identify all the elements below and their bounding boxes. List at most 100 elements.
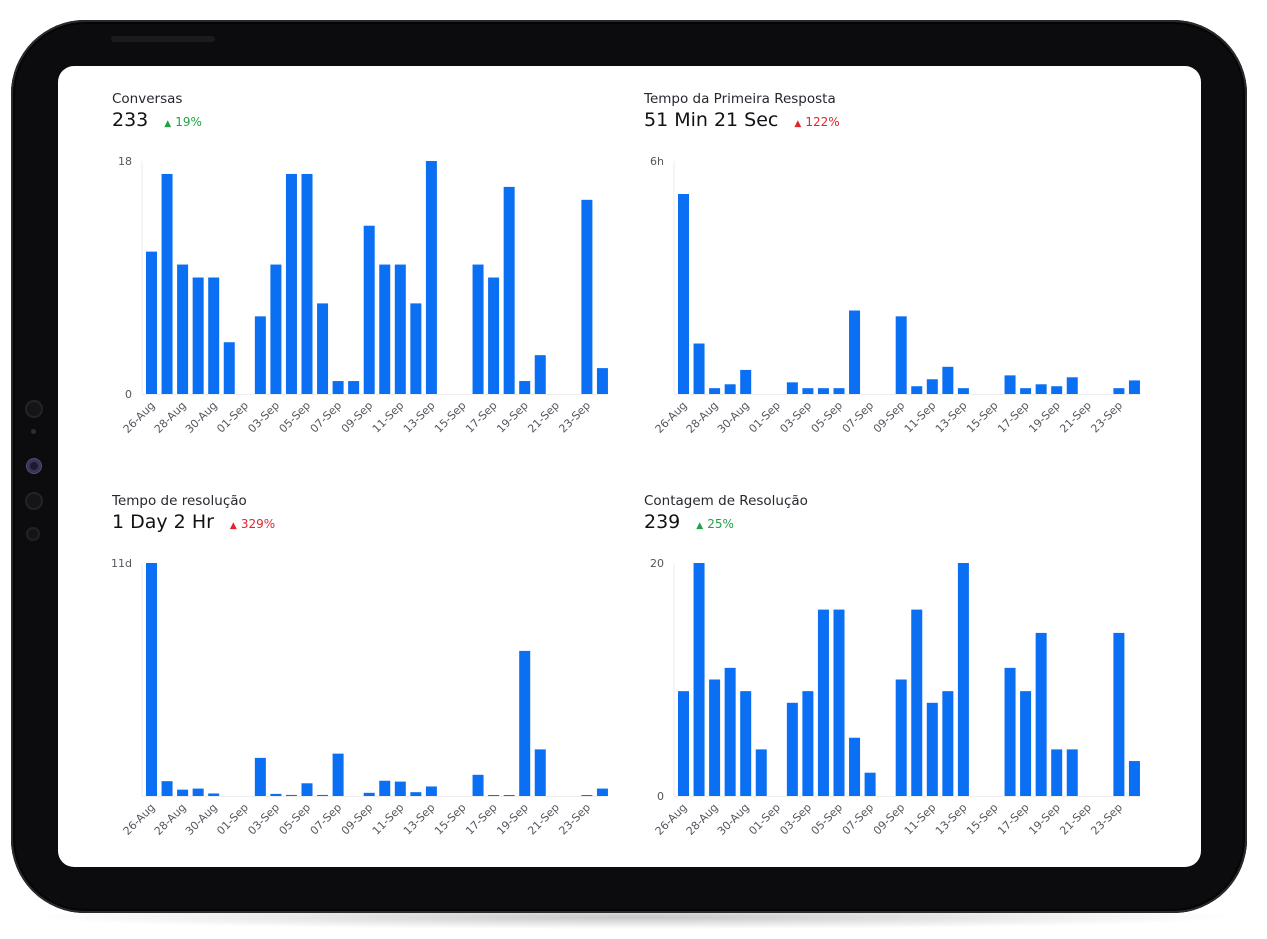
bar-chart: 02026-Aug28-Aug30-Aug01-Sep03-Sep05-Sep0… (650, 557, 1141, 838)
metric-value: 239 (644, 511, 681, 533)
bar (895, 679, 907, 796)
bar (379, 780, 391, 796)
x-tick-label: 17-Sep (463, 399, 500, 436)
bar (1066, 749, 1078, 796)
x-tick-label: 26-Aug (121, 801, 158, 838)
bar (678, 691, 689, 796)
x-tick-label: 07-Sep (308, 399, 345, 436)
bar (410, 303, 422, 394)
bar (332, 753, 344, 796)
first-response-time-panel: Tempo da Primeira Resposta 51 Min 21 Sec… (644, 91, 1184, 481)
bar (363, 225, 375, 394)
change-percent: 19% (175, 115, 202, 129)
x-tick-label: 21-Sep (525, 801, 562, 838)
bar (849, 737, 861, 796)
bar (488, 277, 500, 394)
x-tick-label: 09-Sep (871, 399, 908, 436)
bar (864, 772, 876, 796)
bar (581, 199, 593, 394)
x-tick-label: 11-Sep (370, 801, 407, 838)
x-tick-label: 23-Sep (1088, 399, 1125, 436)
x-tick-label: 17-Sep (995, 399, 1032, 436)
x-tick-label: 01-Sep (746, 399, 783, 436)
x-tick-label: 23-Sep (1088, 801, 1125, 838)
x-tick-label: 11-Sep (902, 801, 939, 838)
bar (223, 342, 235, 394)
x-tick-label: 03-Sep (777, 801, 814, 838)
bar (146, 251, 157, 394)
panel-value: 233 ▲ 19% (112, 109, 202, 131)
bar (285, 173, 297, 394)
x-tick-label: 17-Sep (995, 801, 1032, 838)
bar (208, 793, 220, 796)
x-tick-label: 07-Sep (840, 399, 877, 436)
x-tick-label: 15-Sep (432, 801, 469, 838)
x-tick-label: 30-Aug (715, 399, 752, 436)
bar (849, 310, 861, 394)
x-tick-label: 11-Sep (902, 399, 939, 436)
metric-value: 233 (112, 109, 149, 131)
bar (1004, 667, 1016, 796)
bar (817, 609, 829, 796)
x-tick-label: 01-Sep (746, 801, 783, 838)
bar (1020, 691, 1032, 796)
bar (534, 749, 546, 796)
y-tick-label: 6h (650, 155, 664, 168)
triangle-up-icon: ▲ (794, 119, 802, 129)
y-tick-label: 0 (657, 790, 664, 803)
bar (503, 186, 515, 394)
x-tick-label: 28-Aug (684, 399, 721, 436)
x-tick-label: 26-Aug (653, 399, 690, 436)
resolution-time-panel: Tempo de resolução 1 Day 2 Hr ▲ 329% 11d… (111, 493, 652, 867)
x-tick-label: 01-Sep (214, 801, 251, 838)
bar (596, 368, 608, 394)
side-sensor-icon (26, 527, 40, 541)
bar (192, 788, 204, 796)
bar (1004, 375, 1016, 394)
bar (1035, 632, 1047, 796)
bar (254, 757, 266, 796)
change-percent: 25% (707, 517, 734, 531)
bar (161, 173, 173, 394)
x-tick-label: 15-Sep (432, 399, 469, 436)
x-tick-label: 19-Sep (494, 399, 531, 436)
x-tick-label: 30-Aug (715, 801, 752, 838)
bar (740, 691, 752, 796)
x-tick-label: 05-Sep (277, 801, 314, 838)
change-indicator: ▲ 329% (230, 517, 275, 531)
triangle-up-icon: ▲ (696, 521, 704, 531)
x-tick-label: 23-Sep (556, 399, 593, 436)
bar (519, 381, 531, 394)
panel-title: Tempo da Primeira Resposta (644, 91, 836, 107)
x-tick-label: 19-Sep (1026, 801, 1063, 838)
bar (926, 702, 938, 796)
panel-title: Contagem de Resolução (644, 493, 808, 509)
conversations-panel: Conversas 233 ▲ 19% 0 18 26-Aug 28-Aug 30-Au… (112, 91, 652, 481)
bar (802, 388, 814, 394)
x-tick-label: 28-Aug (152, 801, 189, 838)
bar (503, 795, 515, 796)
bar (348, 381, 360, 394)
bar-chart: 11d26-Aug28-Aug30-Aug01-Sep03-Sep05-Sep0… (111, 557, 609, 838)
bar (177, 789, 189, 796)
change-indicator: ▲ 25% (696, 517, 734, 531)
bar (926, 379, 938, 394)
bar (410, 792, 422, 796)
x-tick-label: 23-Sep (556, 801, 593, 838)
x-tick-label: 07-Sep (840, 801, 877, 838)
x-tick-label: 03-Sep (245, 399, 282, 436)
bar (693, 563, 705, 796)
side-sensor-icon (25, 492, 43, 510)
x-tick-label: 26-Aug (121, 399, 158, 436)
bar (332, 381, 344, 394)
panel-title: Conversas (112, 91, 183, 107)
bar (1113, 632, 1125, 796)
bar (270, 793, 282, 796)
triangle-up-icon: ▲ (164, 119, 172, 129)
x-tick-label: 03-Sep (245, 801, 282, 838)
x-tick-label: 21-Sep (525, 399, 562, 436)
bar (895, 316, 907, 394)
bar (301, 173, 313, 394)
panel-title: Tempo de resolução (112, 493, 247, 509)
bar (1035, 384, 1047, 394)
